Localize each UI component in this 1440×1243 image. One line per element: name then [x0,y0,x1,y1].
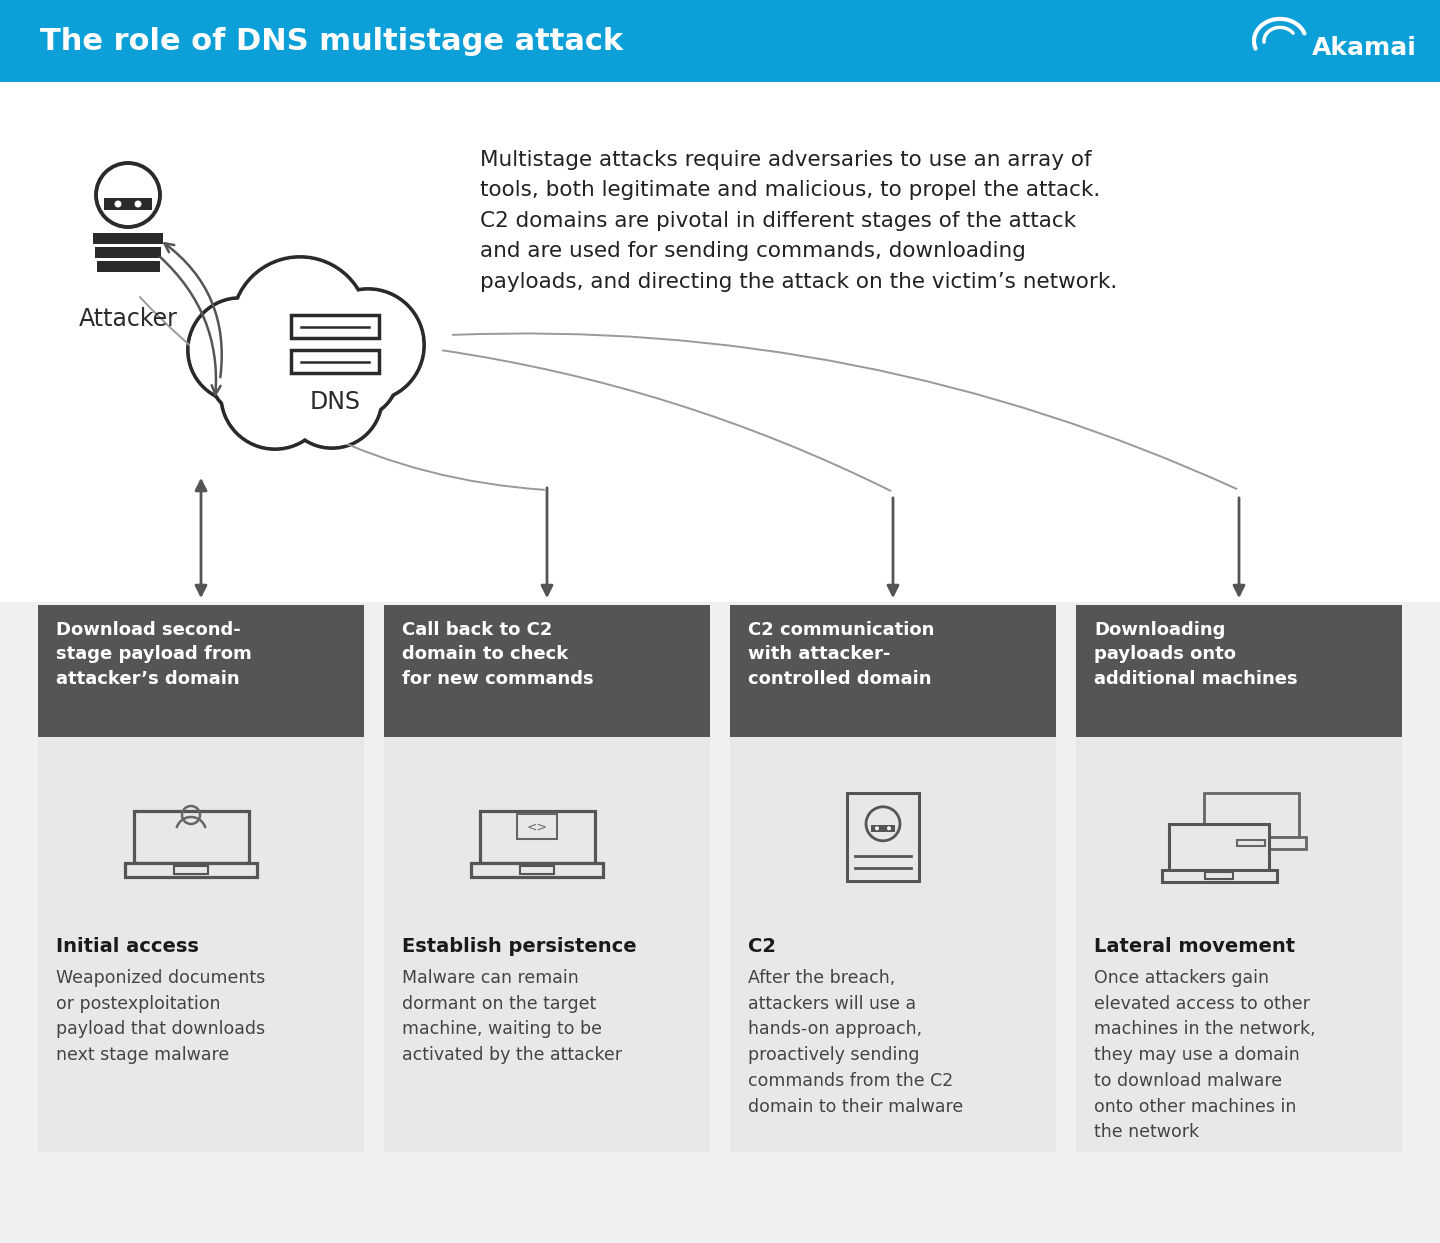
Text: <>: <> [527,820,547,834]
Circle shape [314,333,396,416]
FancyBboxPatch shape [871,825,896,832]
Circle shape [232,257,369,393]
Circle shape [96,163,160,227]
Text: Establish persistence: Establish persistence [402,937,636,956]
FancyBboxPatch shape [291,351,379,373]
Text: Lateral movement: Lateral movement [1094,937,1295,956]
FancyBboxPatch shape [1197,837,1306,849]
Circle shape [233,259,366,392]
Circle shape [314,291,422,399]
FancyBboxPatch shape [94,232,163,244]
FancyBboxPatch shape [104,198,153,210]
FancyBboxPatch shape [1204,793,1299,837]
Circle shape [210,336,289,415]
FancyBboxPatch shape [480,810,595,863]
Text: DNS: DNS [310,390,360,414]
Text: C2: C2 [747,937,776,956]
Text: After the breach,
attackers will use a
hands-on approach,
proactively sending
co: After the breach, attackers will use a h… [747,970,963,1115]
FancyBboxPatch shape [520,866,553,874]
Circle shape [312,332,397,418]
Text: Once attackers gain
elevated access to other
machines in the network,
they may u: Once attackers gain elevated access to o… [1094,970,1316,1141]
FancyBboxPatch shape [96,261,160,272]
FancyBboxPatch shape [1162,870,1276,883]
Circle shape [223,343,327,447]
FancyBboxPatch shape [0,602,1440,1243]
FancyBboxPatch shape [95,247,161,259]
FancyBboxPatch shape [291,314,379,338]
FancyBboxPatch shape [1169,824,1269,870]
FancyBboxPatch shape [1076,605,1403,737]
Text: Call back to C2
domain to check
for new commands: Call back to C2 domain to check for new … [402,622,593,687]
Circle shape [115,200,121,208]
Text: Initial access: Initial access [56,937,199,956]
FancyBboxPatch shape [37,605,364,737]
Circle shape [220,341,328,449]
Circle shape [887,827,891,830]
FancyBboxPatch shape [1237,839,1264,846]
FancyBboxPatch shape [37,737,364,1152]
Circle shape [282,348,382,447]
FancyBboxPatch shape [1076,737,1403,1152]
FancyArrowPatch shape [442,351,890,491]
Text: Weaponized documents
or postexploitation
payload that downloads
next stage malwa: Weaponized documents or postexploitation… [56,970,265,1064]
Text: Malware can remain
dormant on the target
machine, waiting to be
activated by the: Malware can remain dormant on the target… [402,970,622,1064]
Circle shape [312,290,423,401]
Text: Attacker: Attacker [79,307,177,331]
Circle shape [284,349,380,446]
Text: Downloading
payloads onto
additional machines: Downloading payloads onto additional mac… [1094,622,1297,687]
Circle shape [189,298,292,401]
Text: The role of DNS multistage attack: The role of DNS multistage attack [40,26,624,56]
FancyBboxPatch shape [0,0,1440,82]
Circle shape [876,827,878,830]
FancyBboxPatch shape [730,737,1056,1152]
Circle shape [134,200,141,208]
FancyBboxPatch shape [730,605,1056,737]
FancyBboxPatch shape [384,605,710,737]
Circle shape [190,300,291,400]
FancyArrowPatch shape [452,333,1237,488]
FancyBboxPatch shape [517,814,557,839]
FancyBboxPatch shape [384,737,710,1152]
FancyBboxPatch shape [471,863,603,878]
FancyArrowPatch shape [140,297,544,490]
Circle shape [212,337,288,414]
FancyBboxPatch shape [134,810,249,863]
Text: C2 communication
with attacker-
controlled domain: C2 communication with attacker- controll… [747,622,935,687]
Text: Download second-
stage payload from
attacker’s domain: Download second- stage payload from atta… [56,622,252,687]
FancyBboxPatch shape [125,863,258,878]
FancyArrowPatch shape [164,244,222,377]
FancyBboxPatch shape [0,82,1440,602]
FancyBboxPatch shape [847,793,919,881]
Text: Akamai: Akamai [1312,36,1417,60]
FancyBboxPatch shape [174,866,207,874]
Text: Multistage attacks require adversaries to use an array of
tools, both legitimate: Multistage attacks require adversaries t… [480,150,1117,292]
FancyArrowPatch shape [160,257,220,394]
FancyBboxPatch shape [1205,873,1234,879]
